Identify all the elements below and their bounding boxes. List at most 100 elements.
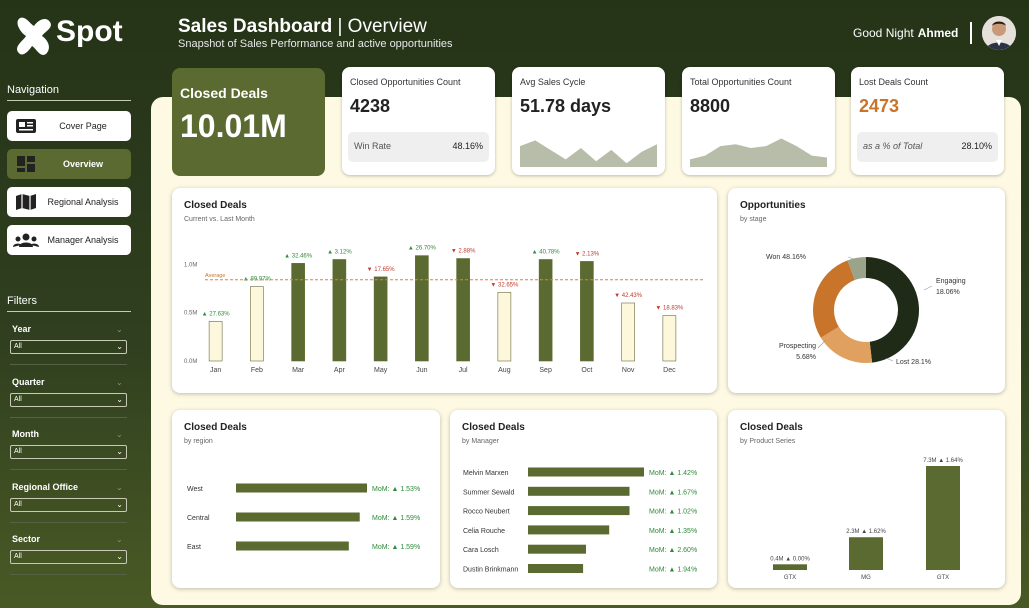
bar-category-label: West: [187, 486, 203, 493]
kpi-total-opps: Total Opportunities Count 8800: [682, 67, 835, 175]
bar-mar[interactable]: [291, 263, 305, 362]
kpi-lost-deals: Lost Deals Count 2473 as a % of Total 28…: [851, 67, 1004, 175]
kpi-avg-cycle-value: 51.78 days: [520, 96, 612, 116]
chevron-down-icon[interactable]: ⌄: [116, 535, 123, 544]
kpi-total-opps-title: Total Opportunities Count: [690, 77, 792, 87]
donut-subtitle: by stage: [740, 216, 767, 223]
product-title: Closed Deals: [740, 422, 803, 433]
bar-category-label: Cara Losch: [463, 547, 499, 554]
avatar[interactable]: [982, 16, 1016, 50]
donut-title: Opportunities: [740, 200, 806, 211]
hbar-0[interactable]: [236, 483, 367, 493]
slice-won[interactable]: [866, 257, 919, 363]
bar-feb[interactable]: [250, 286, 264, 362]
card-closed-deals-monthly: Closed Deals Current vs. Last Month 0.0M…: [172, 188, 717, 393]
bar-mom-label: MoM: ▲ 1.02%: [649, 509, 697, 516]
greeting: Good Night Ahmed: [853, 26, 958, 40]
filter-divider: [10, 416, 127, 418]
win-rate-label: Win Rate: [354, 141, 392, 151]
dropdown-arrow-icon: ⌄: [116, 447, 123, 456]
bar-change-label: ▼ 2.13%: [575, 251, 600, 257]
bar-mom-label: MoM: ▲ 1.94%: [649, 567, 697, 574]
bar-mom-label: MoM: ▲ 1.59%: [372, 515, 420, 522]
filter-sector-select[interactable]: All ⌄: [10, 550, 127, 564]
hbar-2[interactable]: [236, 541, 349, 551]
bar-jan[interactable]: [208, 321, 223, 362]
bar-sep[interactable]: [538, 259, 553, 362]
bar-category-label: Rocco Neubert: [463, 509, 510, 516]
title-separator: |: [332, 16, 348, 37]
product-bar-1[interactable]: [849, 537, 883, 570]
slice-engaging[interactable]: [820, 326, 873, 363]
filter-month-label: Month: [12, 429, 39, 439]
bar-category-label: East: [187, 544, 201, 551]
kpi-lost-deals-sub: as a % of Total 28.10%: [857, 132, 998, 162]
x-tick-label: Nov: [622, 367, 635, 374]
chevron-down-icon[interactable]: ⌄: [116, 377, 123, 387]
product-category-label: GTX: [784, 575, 796, 581]
user-name: Ahmed: [917, 26, 959, 40]
dropdown-arrow-icon: ⌄: [116, 499, 123, 509]
slice-prospecting[interactable]: [847, 257, 866, 281]
bar-nov[interactable]: [621, 302, 635, 362]
x-tick-label: Jun: [416, 367, 427, 374]
filter-quarter-label: Quarter: [12, 376, 45, 387]
x-tick-label: Jan: [210, 367, 221, 374]
hbar-1[interactable]: [528, 486, 630, 496]
title-main: Sales Dashboard: [178, 16, 333, 37]
chevron-down-icon[interactable]: ⌄: [116, 482, 123, 492]
chevron-down-icon[interactable]: ⌄: [116, 325, 123, 334]
product-bar-0[interactable]: [773, 564, 807, 570]
card-by-product: Closed Deals by Product Series 0.4M ▲ 0.…: [728, 410, 1005, 588]
filter-month-select[interactable]: All ⌄: [10, 445, 127, 459]
nav-manager-analysis[interactable]: Manager Analysis: [7, 225, 131, 255]
filter-divider: [10, 469, 127, 470]
title-sub: Overview: [347, 16, 427, 37]
nav-regional-analysis[interactable]: Regional Analysis: [7, 187, 131, 217]
filter-quarter-select[interactable]: All ⌄: [10, 392, 127, 407]
hbar-1[interactable]: [236, 512, 360, 522]
x-tick-label: Mar: [292, 367, 305, 374]
product-bar-2[interactable]: [926, 466, 960, 570]
monthly-chart-subtitle: Current vs. Last Month: [184, 216, 255, 223]
kpi-avg-cycle: Avg Sales Cycle 51.78 days: [512, 67, 665, 175]
bar-aug[interactable]: [497, 292, 512, 362]
bar-change-label: ▼ 42.43%: [614, 293, 643, 299]
hbar-3[interactable]: [528, 525, 610, 535]
kpi-closed-opps: Closed Opportunities Count 4238 Win Rate…: [342, 67, 495, 175]
product-category-label: GTX: [937, 575, 949, 581]
monthly-chart-title: Closed Deals: [184, 200, 247, 211]
product-bar-chart: 0.4M ▲ 0.00% GTX 2.3M ▲ 1.62% MG 7.3M ▲ 1.64…: [770, 458, 963, 581]
hbar-0[interactable]: [528, 467, 644, 477]
filter-regional-office-value: All: [14, 500, 22, 508]
nav-cover-page[interactable]: Cover Page: [7, 111, 131, 141]
kpi-closed-deals-value: 10.01M: [180, 108, 287, 144]
sparkline-area: [520, 140, 657, 167]
hbar-5[interactable]: [528, 564, 584, 573]
bar-category-label: Celia Rouche: [463, 528, 505, 535]
y-tick-label: 0.0M: [184, 359, 197, 365]
bar-category-label: Dustin Brinkmann: [463, 567, 518, 574]
bar-dec[interactable]: [662, 315, 677, 362]
filter-regional-office-select[interactable]: All ⌄: [10, 497, 127, 512]
region-subtitle: by region: [184, 438, 213, 445]
bar-mom-label: MoM: ▲ 2.60%: [649, 547, 697, 554]
hbar-2[interactable]: [528, 506, 630, 516]
bar-jun[interactable]: [415, 255, 429, 362]
slice-label-won: Won 48.16%: [766, 254, 806, 261]
overview-icon: [13, 154, 39, 174]
nav-overview[interactable]: Overview: [7, 149, 131, 179]
nav-divider: [7, 100, 131, 101]
chevron-down-icon[interactable]: ⌄: [116, 430, 123, 439]
filter-year-select[interactable]: All ⌄: [10, 340, 127, 354]
win-rate-value: 48.16%: [452, 141, 483, 151]
user-avatar-icon: [982, 16, 1016, 50]
bar-apr[interactable]: [332, 259, 347, 362]
hbar-4[interactable]: [528, 544, 586, 554]
bar-may[interactable]: [373, 276, 388, 362]
bar-oct[interactable]: [580, 261, 594, 362]
y-tick-label: 0.5M: [184, 311, 197, 317]
bar-jul[interactable]: [456, 258, 470, 362]
slice-lost[interactable]: [813, 260, 855, 338]
product-category-label: MG: [861, 575, 871, 581]
